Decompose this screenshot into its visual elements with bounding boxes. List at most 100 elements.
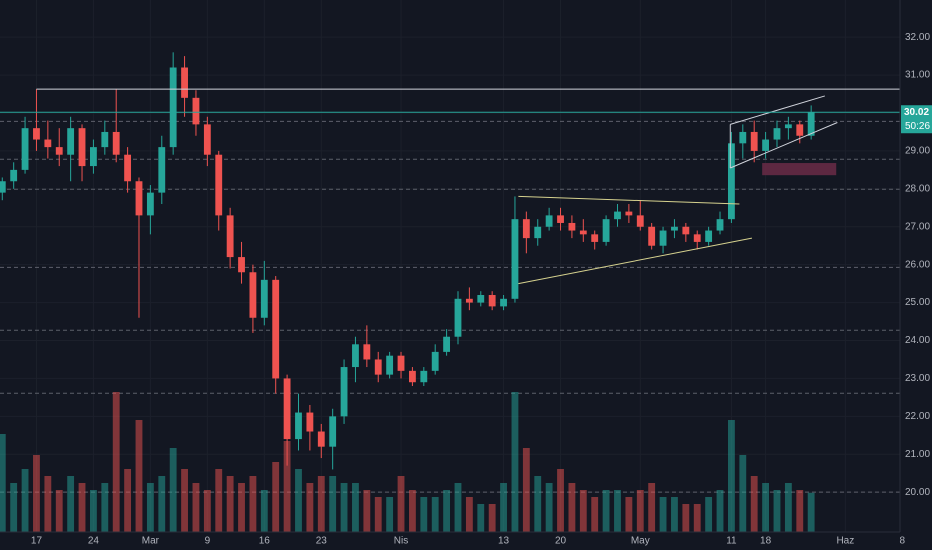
candle-body	[796, 124, 804, 136]
volume-bar	[420, 497, 428, 532]
volume-bar	[135, 420, 143, 532]
volume-bar	[374, 497, 382, 532]
candle-body	[545, 215, 553, 227]
x-tick-label: Haz	[836, 536, 854, 547]
volume-bar	[705, 497, 713, 532]
candle-body	[10, 169, 18, 182]
candle-body	[306, 412, 314, 432]
candle-body	[124, 154, 132, 182]
candle-body	[67, 128, 75, 155]
volume-bar	[78, 483, 86, 532]
candle-body	[272, 279, 280, 379]
candle-body	[101, 131, 109, 148]
axes: 20.00 21.00 22.00 23.00 24.00 25.00 26.00 27.00…	[31, 32, 932, 547]
x-tick-label: 17	[31, 536, 43, 547]
price-axis-bg	[900, 0, 932, 550]
candle-body	[477, 295, 485, 303]
candle-body	[716, 219, 724, 231]
x-tick-label: 9	[205, 536, 211, 547]
candle-body	[203, 124, 211, 155]
volume-bar	[317, 476, 325, 532]
volume-bar	[146, 483, 154, 532]
volume-bar	[55, 490, 63, 532]
candle-body	[648, 226, 656, 246]
countdown-label: 50:26	[905, 121, 930, 132]
candle-body	[363, 344, 371, 360]
zone	[762, 163, 837, 176]
volume-bar	[591, 497, 599, 532]
candle-body	[397, 355, 405, 371]
volume-bar	[636, 490, 644, 532]
candle-body	[636, 215, 644, 227]
volume-bar	[295, 469, 302, 532]
volume-bar	[545, 483, 553, 532]
candle-body	[614, 211, 621, 220]
volume-bar	[33, 455, 40, 532]
candle-body	[374, 359, 382, 375]
candle-body	[659, 230, 667, 246]
candle-body	[682, 226, 690, 235]
candle-body	[568, 222, 576, 231]
candle-body	[78, 128, 86, 167]
candle-body	[762, 139, 770, 151]
trend-line	[730, 95, 825, 125]
volume-bar	[716, 490, 724, 532]
candle-body	[146, 192, 154, 216]
candle-body	[727, 143, 735, 220]
volume-bar	[386, 497, 394, 532]
volume-bar	[158, 476, 166, 532]
last-price-label: 30.02	[904, 107, 929, 118]
volume-bar	[727, 420, 735, 532]
volume-bar	[648, 483, 656, 532]
candle-body	[625, 211, 633, 216]
volume-bar	[568, 483, 576, 532]
volume-bar	[249, 476, 257, 532]
volume-bar	[431, 497, 439, 532]
volume-bar	[397, 476, 405, 532]
y-tick-label: 29.00	[905, 146, 930, 157]
y-tick-label: 32.00	[905, 32, 930, 43]
candle-body	[465, 298, 473, 303]
trend-line	[730, 122, 838, 169]
candle-body	[705, 230, 713, 242]
candle-body	[112, 131, 120, 155]
volume-bar	[203, 490, 211, 532]
volume-bar	[363, 490, 371, 532]
volume-bar	[90, 490, 97, 532]
volume-bar	[101, 483, 109, 532]
candle-body	[591, 234, 599, 242]
x-tick-label: 13	[498, 536, 510, 547]
candle-body	[750, 131, 758, 151]
candle-body	[226, 215, 234, 258]
volume-bar	[762, 483, 770, 532]
volume-bar	[784, 483, 792, 532]
x-tick-label: 16	[259, 536, 271, 547]
candle-body	[21, 128, 29, 170]
candle-body	[420, 370, 428, 383]
candle-body	[260, 279, 268, 318]
volume-bar	[124, 469, 132, 532]
volume-bar	[739, 455, 747, 532]
candle-body	[215, 154, 223, 216]
volume-bar	[682, 504, 690, 532]
volume-bar	[579, 490, 587, 532]
volume-bar	[408, 490, 416, 532]
candle-body	[249, 272, 257, 318]
volume-bar	[0, 434, 6, 532]
volume-bar	[169, 448, 177, 532]
x-tick-label: May	[631, 536, 650, 547]
candle-body	[90, 147, 97, 167]
volume-bar	[443, 490, 451, 532]
x-tick-label: 23	[316, 536, 328, 547]
volume-bar	[21, 469, 29, 532]
x-tick-label: Mar	[142, 536, 160, 547]
candle-body	[329, 416, 337, 447]
volume-bar	[260, 490, 268, 532]
volume-bar	[352, 483, 359, 532]
candle-body	[431, 351, 439, 371]
volume-bar	[750, 476, 758, 532]
trend-line	[518, 195, 740, 205]
candle-body	[500, 298, 507, 307]
candle-body	[443, 336, 451, 352]
